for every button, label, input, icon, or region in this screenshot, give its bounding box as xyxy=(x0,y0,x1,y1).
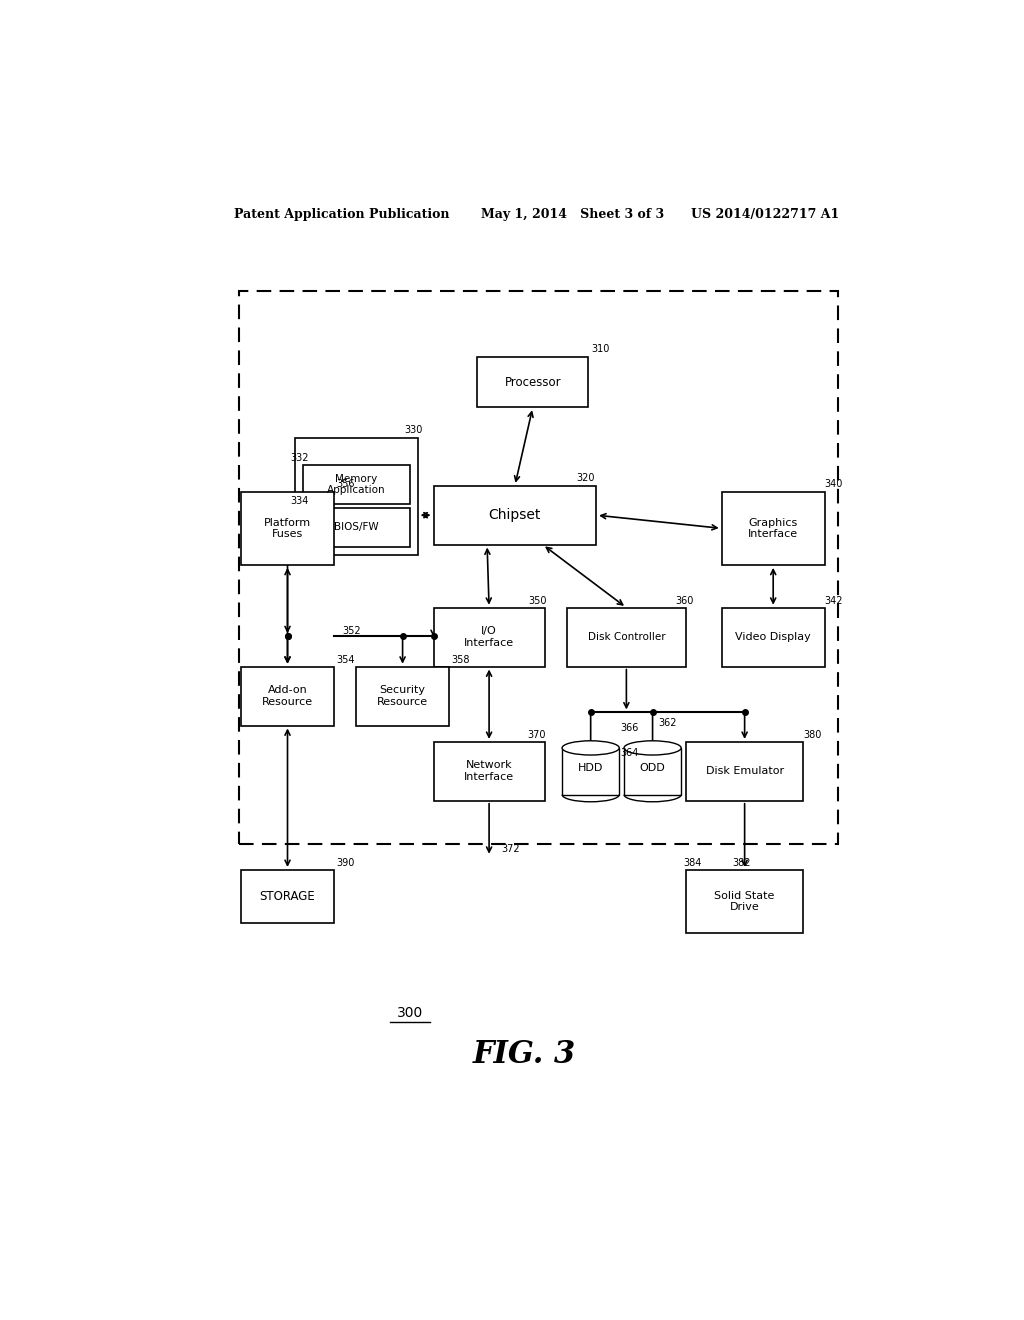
Text: 342: 342 xyxy=(824,595,844,606)
Text: 320: 320 xyxy=(577,473,595,483)
Text: 332: 332 xyxy=(291,453,309,463)
Ellipse shape xyxy=(624,741,681,755)
Text: Memory
Application: Memory Application xyxy=(327,474,385,495)
Text: Disk Controller: Disk Controller xyxy=(588,632,666,642)
FancyBboxPatch shape xyxy=(686,870,804,933)
Text: 340: 340 xyxy=(824,479,843,488)
Text: May 1, 2014   Sheet 3 of 3: May 1, 2014 Sheet 3 of 3 xyxy=(481,207,665,220)
Text: 334: 334 xyxy=(291,496,309,506)
Text: I/O
Interface: I/O Interface xyxy=(464,626,514,648)
Text: 366: 366 xyxy=(620,722,638,733)
Text: Graphics
Interface: Graphics Interface xyxy=(749,517,799,539)
Text: US 2014/0122717 A1: US 2014/0122717 A1 xyxy=(691,207,840,220)
Text: 384: 384 xyxy=(684,858,701,867)
Text: Security
Resource: Security Resource xyxy=(377,685,428,708)
Text: Add-on
Resource: Add-on Resource xyxy=(262,685,313,708)
Text: Platform
Fuses: Platform Fuses xyxy=(264,517,311,539)
Text: ODD: ODD xyxy=(640,763,666,772)
FancyBboxPatch shape xyxy=(303,508,410,546)
Text: 356: 356 xyxy=(337,479,355,488)
FancyBboxPatch shape xyxy=(567,607,686,667)
Text: Chipset: Chipset xyxy=(488,508,541,523)
FancyBboxPatch shape xyxy=(241,667,334,726)
Text: Disk Emulator: Disk Emulator xyxy=(706,767,783,776)
Text: BIOS/FW: BIOS/FW xyxy=(334,523,379,532)
FancyBboxPatch shape xyxy=(722,607,824,667)
Text: 372: 372 xyxy=(502,843,520,854)
FancyBboxPatch shape xyxy=(355,667,450,726)
Text: HDD: HDD xyxy=(578,763,603,772)
FancyBboxPatch shape xyxy=(477,356,588,408)
FancyBboxPatch shape xyxy=(433,607,545,667)
Text: 300: 300 xyxy=(396,1006,423,1020)
Bar xyxy=(562,748,620,795)
Ellipse shape xyxy=(562,741,620,755)
Text: Processor: Processor xyxy=(505,375,561,388)
Text: 382: 382 xyxy=(733,858,752,867)
FancyBboxPatch shape xyxy=(295,438,418,554)
Text: Video Display: Video Display xyxy=(735,632,811,642)
FancyBboxPatch shape xyxy=(722,492,824,565)
Text: Patent Application Publication: Patent Application Publication xyxy=(233,207,450,220)
Text: 390: 390 xyxy=(337,858,355,867)
Text: STORAGE: STORAGE xyxy=(260,890,315,903)
Text: 380: 380 xyxy=(804,730,821,739)
Text: FIG. 3: FIG. 3 xyxy=(473,1039,577,1071)
FancyBboxPatch shape xyxy=(241,870,334,923)
FancyBboxPatch shape xyxy=(433,486,596,545)
Text: 370: 370 xyxy=(527,730,546,739)
FancyBboxPatch shape xyxy=(686,742,804,801)
Text: 330: 330 xyxy=(404,425,423,434)
Text: 362: 362 xyxy=(658,718,677,727)
Text: 360: 360 xyxy=(676,595,694,606)
FancyBboxPatch shape xyxy=(303,466,410,504)
FancyBboxPatch shape xyxy=(433,742,545,801)
Text: Network
Interface: Network Interface xyxy=(464,760,514,781)
FancyBboxPatch shape xyxy=(241,492,334,565)
FancyBboxPatch shape xyxy=(240,290,839,845)
Text: Solid State
Drive: Solid State Drive xyxy=(715,891,775,912)
Text: 352: 352 xyxy=(342,626,360,636)
Text: 354: 354 xyxy=(337,655,355,664)
Text: 364: 364 xyxy=(620,748,638,758)
Bar xyxy=(624,748,681,795)
Text: 310: 310 xyxy=(592,343,610,354)
Text: 358: 358 xyxy=(452,655,470,664)
Text: 350: 350 xyxy=(528,595,547,606)
